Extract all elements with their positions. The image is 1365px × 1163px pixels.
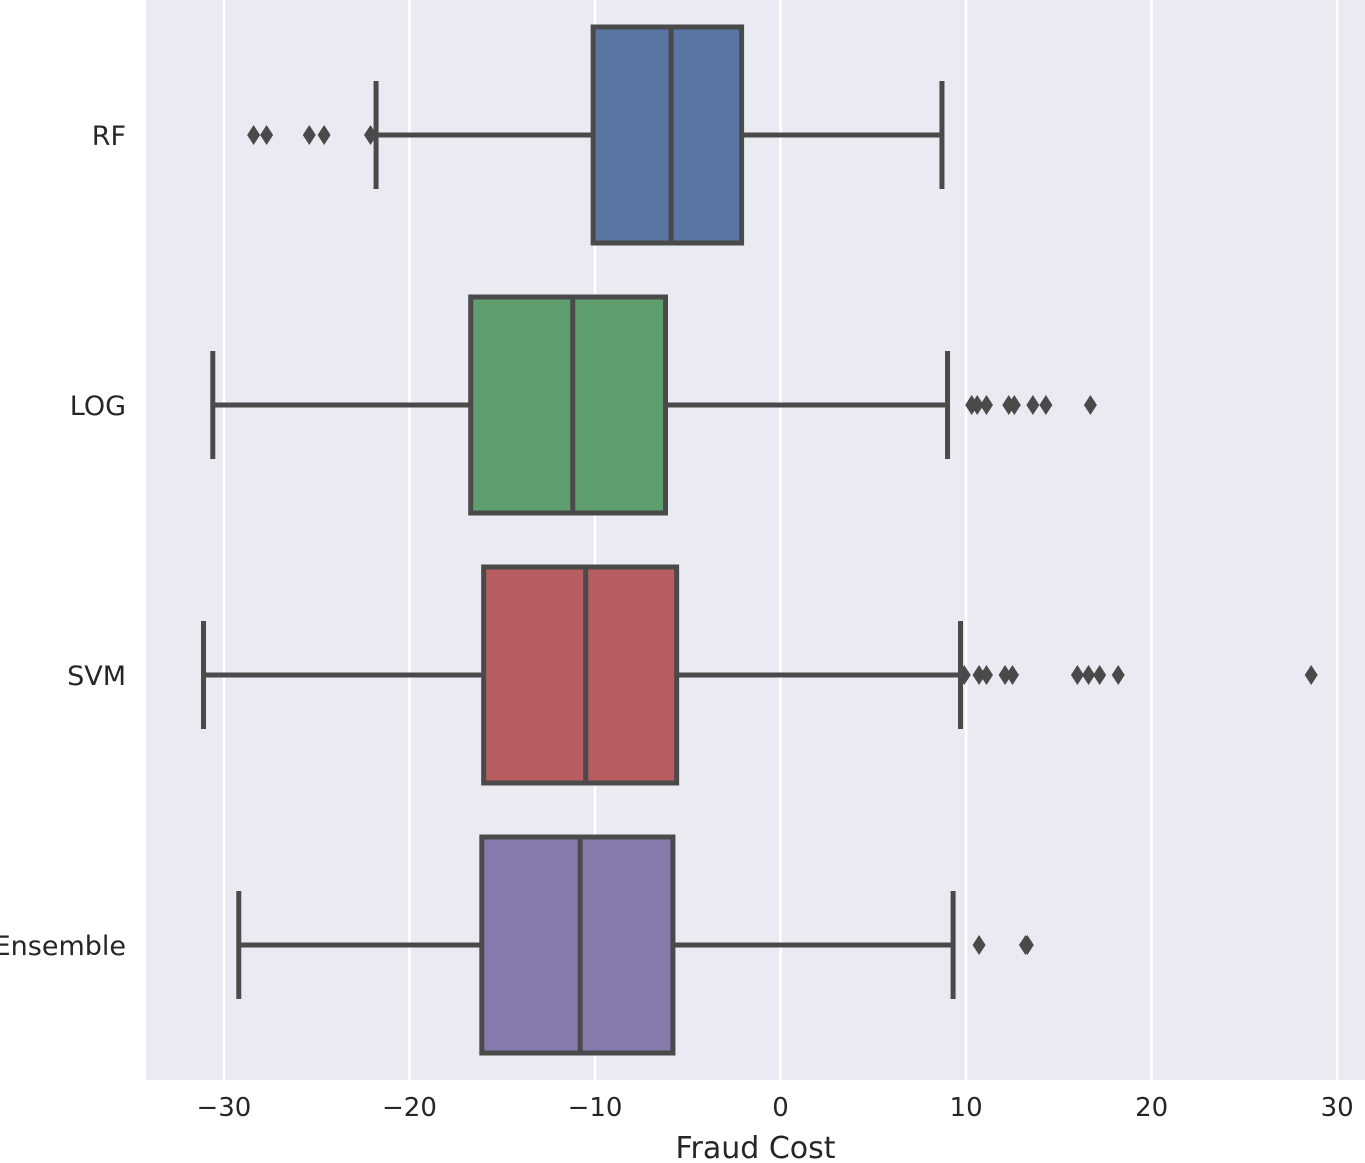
- boxes: [201, 24, 964, 1056]
- outlier-point: [1070, 665, 1084, 685]
- outlier-point: [1039, 395, 1053, 415]
- box-svm: [201, 564, 964, 786]
- outlier-point: [998, 665, 1012, 685]
- category-label: SVM: [67, 661, 126, 692]
- x-tick-label: 20: [1135, 1093, 1168, 1123]
- outlier-point: [979, 665, 993, 685]
- iqr-box: [479, 834, 676, 1056]
- x-tick-label: 10: [950, 1093, 983, 1123]
- outlier-point: [260, 125, 274, 145]
- outlier-point: [1026, 395, 1040, 415]
- iqr-box: [468, 294, 669, 516]
- x-tick-label: −20: [382, 1093, 437, 1123]
- plot-background: [146, 0, 1365, 1080]
- iqr-box: [590, 24, 745, 246]
- x-tick-label: −30: [196, 1093, 251, 1123]
- x-tick-labels: −30 −20 −10 0 10 20 30: [196, 1093, 1353, 1123]
- outlier-point: [364, 125, 378, 145]
- outlier-point: [1082, 665, 1096, 685]
- outlier-point: [1005, 665, 1019, 685]
- outlier-point: [302, 125, 316, 145]
- outlier-point: [1083, 395, 1097, 415]
- outlier-point: [1093, 665, 1107, 685]
- outlier-point: [247, 125, 261, 145]
- x-tick-label: 30: [1321, 1093, 1354, 1123]
- x-tick-label: 0: [772, 1093, 789, 1123]
- outliers: [247, 125, 1318, 955]
- iqr-box: [481, 564, 680, 786]
- outlier-point: [1020, 935, 1034, 955]
- box-rf: [373, 24, 945, 246]
- category-labels: RF LOG SVM Ensemble: [0, 121, 126, 962]
- x-tick-label: −10: [568, 1093, 623, 1123]
- outlier-point: [972, 935, 986, 955]
- outlier-point: [957, 665, 971, 685]
- category-label: RF: [92, 121, 126, 152]
- outlier-point: [1007, 395, 1021, 415]
- category-label: Ensemble: [0, 931, 126, 962]
- box-log: [210, 294, 951, 516]
- outlier-point: [1111, 665, 1125, 685]
- outlier-point: [317, 125, 331, 145]
- box-ensemble: [236, 834, 956, 1056]
- x-axis-title: Fraud Cost: [675, 1131, 835, 1163]
- outlier-point: [970, 395, 984, 415]
- outlier-point: [979, 395, 993, 415]
- outlier-point: [972, 665, 986, 685]
- outlier-point: [1304, 665, 1318, 685]
- category-label: LOG: [70, 391, 126, 422]
